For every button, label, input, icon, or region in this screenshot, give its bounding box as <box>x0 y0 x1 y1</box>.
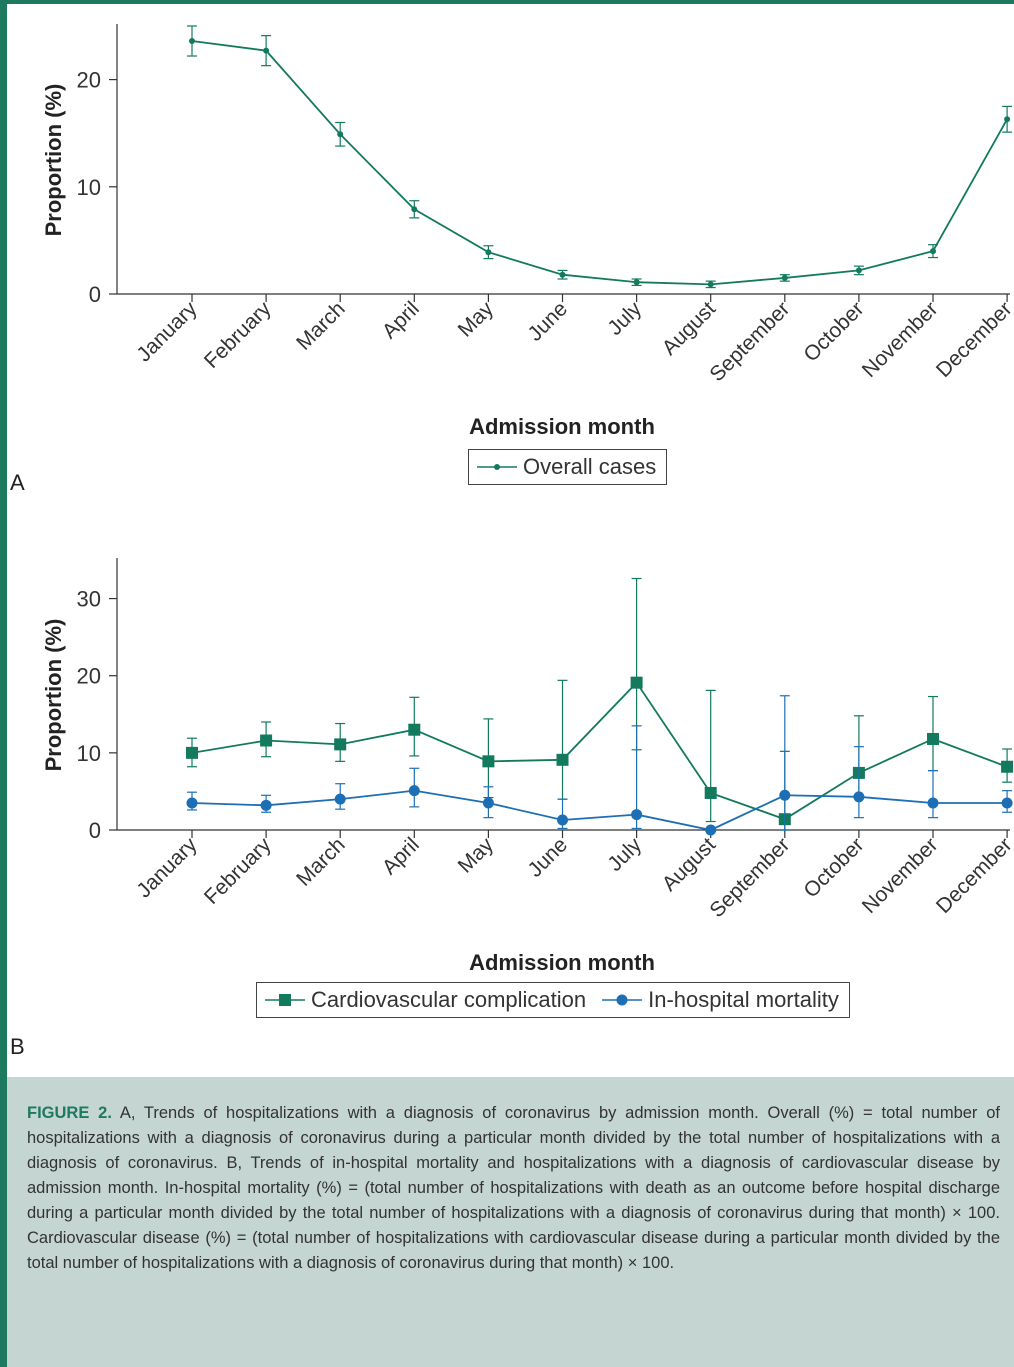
data-point <box>1001 760 1014 773</box>
data-point <box>186 797 198 809</box>
x-tick-label: January <box>132 833 201 902</box>
legend-item-overall-cases: Overall cases <box>477 454 656 480</box>
series-cardiovascular-complication <box>186 577 1014 831</box>
data-point <box>482 797 494 809</box>
data-point <box>260 799 272 811</box>
series-in-hospital-mortality <box>186 695 1013 836</box>
x-tick-label: May <box>454 297 499 342</box>
data-point <box>927 797 939 809</box>
data-point <box>260 734 273 747</box>
x-tick-label: March <box>292 297 350 355</box>
x-tick-label: April <box>378 833 424 879</box>
data-point <box>1001 797 1013 809</box>
data-point <box>707 281 714 288</box>
x-tick-label: November <box>858 833 943 918</box>
x-tick-label: June <box>524 833 572 881</box>
data-point <box>1004 116 1011 123</box>
x-tick-label: May <box>454 833 499 878</box>
data-point <box>408 785 420 797</box>
legend-label: In-hospital mortality <box>648 987 839 1012</box>
x-tick-label: July <box>603 297 646 340</box>
data-point <box>630 676 643 689</box>
x-tick-label: December <box>932 833 1014 918</box>
legend-square-line-icon <box>265 994 305 1006</box>
y-tick-label: 20 <box>77 664 101 689</box>
data-point <box>337 131 344 138</box>
series-line <box>191 789 1008 831</box>
y-axis-title: Proportion (%) <box>41 619 66 772</box>
legend-panel-a: Overall cases <box>468 449 668 485</box>
data-point <box>631 809 643 821</box>
data-point <box>853 791 865 803</box>
x-tick-label: August <box>658 833 721 896</box>
legend-circle-line-icon <box>602 994 643 1006</box>
figure-caption: FIGURE 2. A, Trends of hospitalizations … <box>7 1077 1014 1367</box>
y-tick-label: 0 <box>89 818 101 843</box>
x-tick-label: April <box>378 297 424 343</box>
data-point <box>334 793 346 805</box>
data-point <box>408 723 421 736</box>
data-point <box>334 738 347 751</box>
data-point <box>927 732 939 745</box>
series-line <box>191 681 1008 821</box>
x-tick-label: June <box>524 297 572 345</box>
data-point <box>855 267 862 274</box>
x-tick-label: August <box>658 297 721 360</box>
x-tick-label: December <box>932 297 1014 382</box>
legend-item-mortality: In-hospital mortality <box>602 987 839 1013</box>
panel-label-a: A <box>10 470 25 495</box>
data-point <box>781 274 788 281</box>
data-point <box>482 755 495 768</box>
x-tick-label: February <box>200 833 276 909</box>
series-line <box>191 40 1008 286</box>
legend-dot-line-icon <box>477 464 517 470</box>
data-point <box>705 824 717 836</box>
data-point <box>779 789 791 801</box>
x-tick-label: February <box>200 297 276 373</box>
x-tick-label: September <box>705 833 794 922</box>
x-tick-label: November <box>858 297 943 382</box>
x-tick-label: October <box>799 297 868 366</box>
data-point <box>557 814 568 826</box>
data-point <box>485 249 492 256</box>
data-point <box>556 753 569 766</box>
x-tick-label: October <box>799 833 868 902</box>
legend-item-cardiovascular: Cardiovascular complication <box>265 987 586 1013</box>
y-tick-label: 10 <box>77 741 101 766</box>
data-point <box>930 248 936 255</box>
legend-label: Overall cases <box>523 454 657 479</box>
data-point <box>263 47 270 54</box>
data-point <box>704 786 717 799</box>
x-tick-label: September <box>705 297 794 386</box>
legend-label: Cardiovascular complication <box>311 987 587 1012</box>
caption-text: A, Trends of hospitalizations with a dia… <box>27 1104 1000 1272</box>
data-point <box>186 746 198 759</box>
y-axis-title: Proportion (%) <box>41 84 66 237</box>
x-tick-label: January <box>132 297 201 366</box>
legend-panel-b: Cardiovascular complication In-hospital … <box>256 982 850 1018</box>
panel-label-b: B <box>10 1034 25 1059</box>
data-point <box>559 271 566 278</box>
y-tick-label: 30 <box>77 587 101 612</box>
data-point <box>633 279 640 286</box>
series-overall-cases <box>187 25 1013 289</box>
x-tick-label: March <box>292 833 350 891</box>
y-tick-label: 10 <box>77 175 101 200</box>
y-tick-label: 20 <box>77 68 101 93</box>
x-axis-title: Admission month <box>469 414 655 439</box>
data-point <box>189 38 195 45</box>
data-point <box>411 206 418 213</box>
x-tick-label: July <box>603 833 646 876</box>
caption-label: FIGURE 2. <box>27 1104 112 1122</box>
y-tick-label: 0 <box>89 282 101 307</box>
x-axis-title: Admission month <box>469 950 655 975</box>
